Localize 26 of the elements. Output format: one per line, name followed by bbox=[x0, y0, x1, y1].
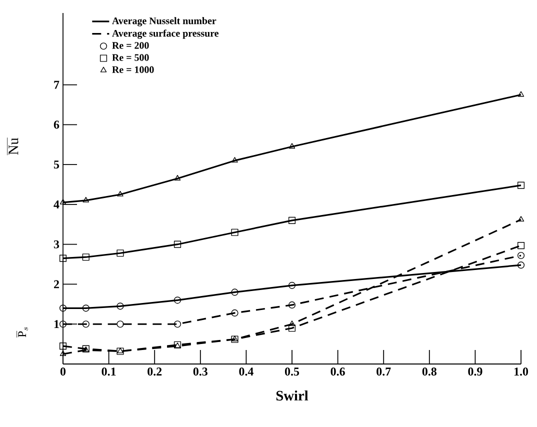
legend-label: Average surface pressure bbox=[112, 30, 219, 39]
legend-label: Average Nusselt number bbox=[112, 17, 216, 26]
y-tick-label: 4 bbox=[54, 200, 60, 208]
x-tick-label: 0.4 bbox=[239, 368, 254, 376]
x-tick-label: 0.9 bbox=[468, 368, 482, 376]
y-tick-label: 7 bbox=[54, 80, 60, 89]
x-tick-label: 0.5 bbox=[284, 368, 300, 376]
y-tick-label: 3 bbox=[54, 240, 60, 248]
y-tick-label: 1 bbox=[54, 320, 59, 328]
x-tick-label: 0.2 bbox=[148, 368, 162, 376]
y-tick-label: 5 bbox=[54, 160, 60, 169]
x-axis-title: Swirl bbox=[276, 390, 308, 401]
legend-label: Re = 1000 bbox=[112, 66, 154, 74]
x-tick-label: 0.8 bbox=[422, 368, 436, 376]
x-tick-label: 1.0 bbox=[514, 368, 528, 376]
x-tick-label: 0.6 bbox=[330, 368, 345, 376]
x-tick-label: 0.3 bbox=[193, 368, 208, 376]
x-tick-label: 0.7 bbox=[376, 368, 391, 376]
y-axis-title: $\overline{\mathrm{Nu}}$ bbox=[7, 138, 18, 156]
x-tick-label: 0 bbox=[60, 368, 66, 376]
y-tick-label: 2 bbox=[54, 280, 59, 288]
legend-label: Re = 500 bbox=[112, 54, 149, 61]
x-tick-label: 0.1 bbox=[102, 368, 116, 376]
y-tick-label: 6 bbox=[54, 120, 60, 129]
text: $\overline{\mathrm{P}}_{s}$ bbox=[16, 327, 28, 338]
legend-label: Re = 200 bbox=[112, 42, 149, 49]
